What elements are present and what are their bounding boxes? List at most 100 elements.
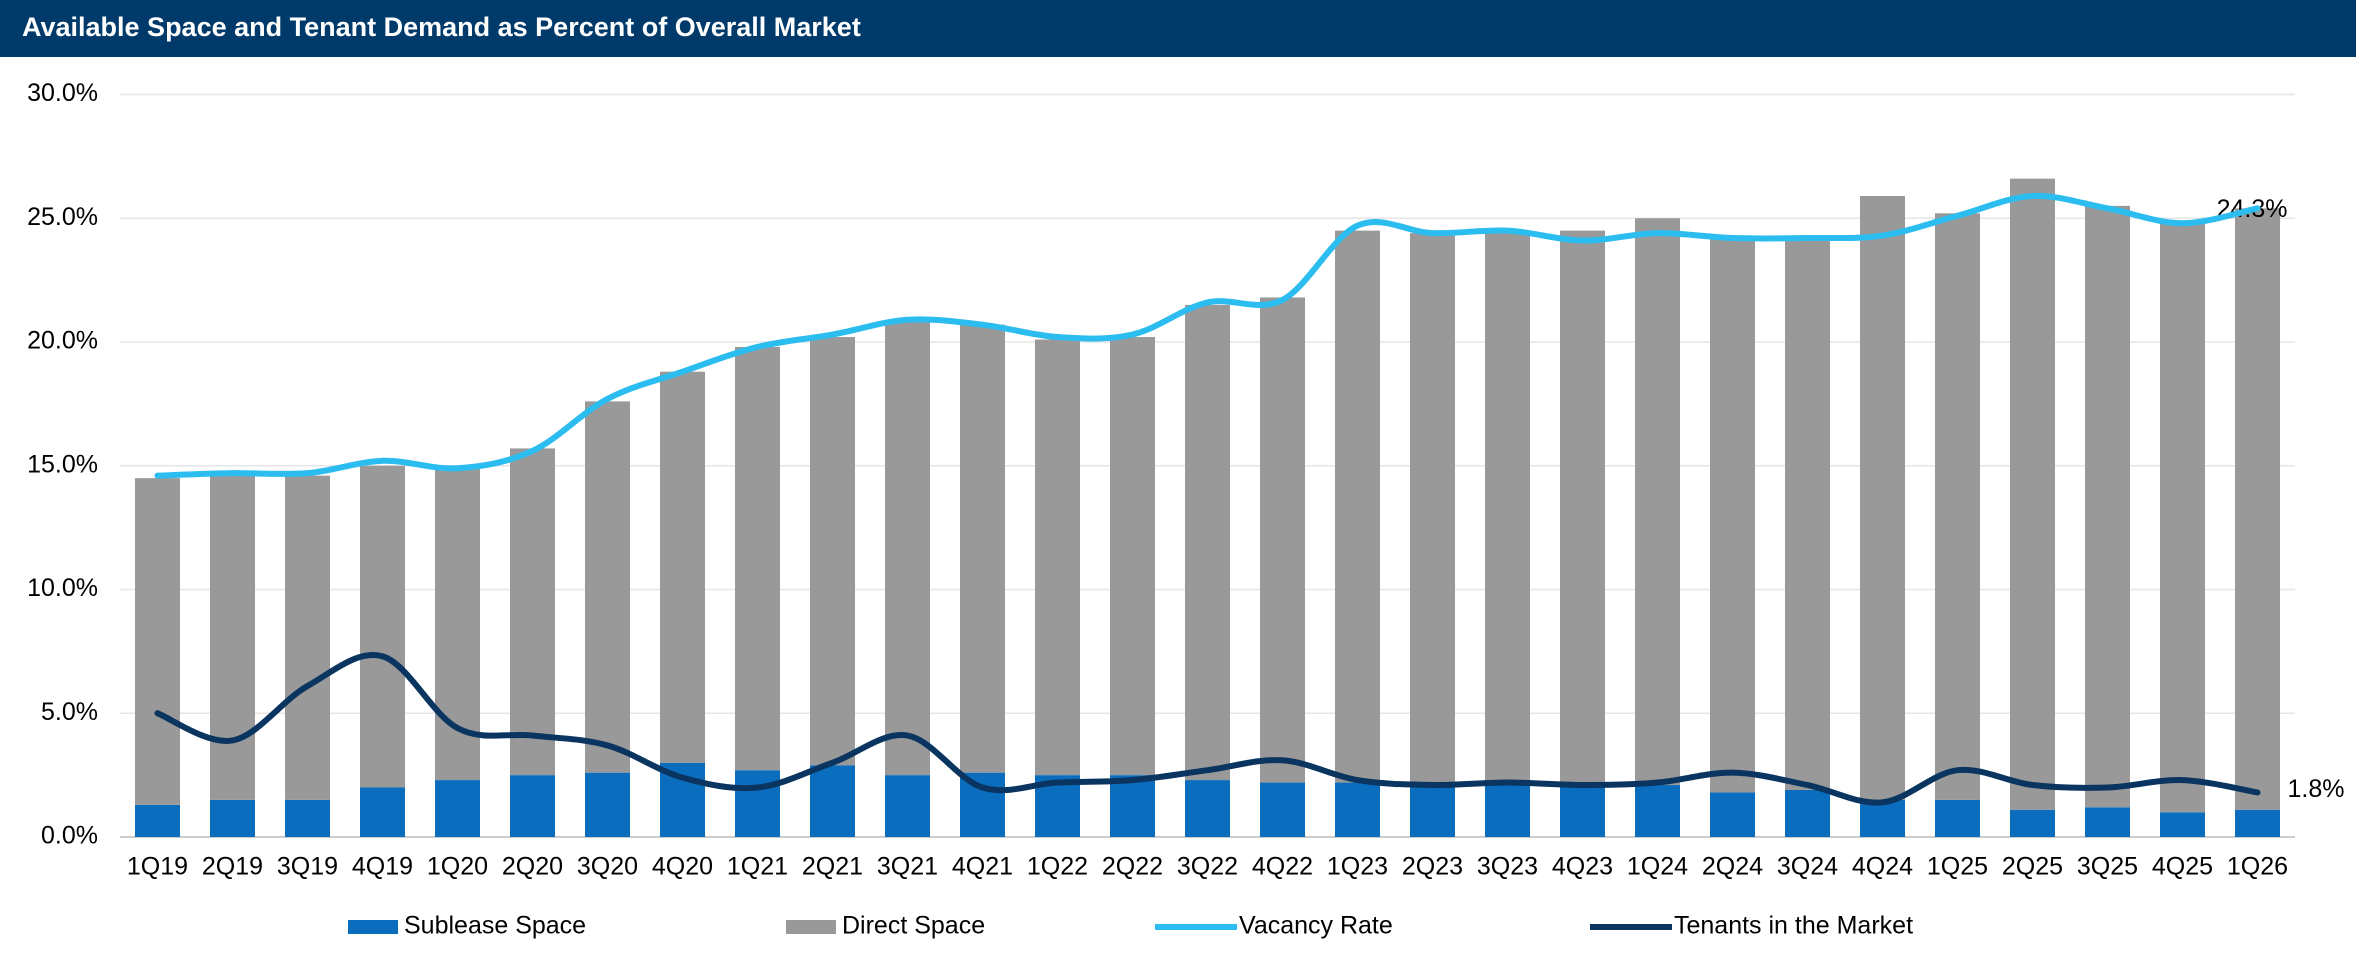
bar-segment (1635, 218, 1680, 786)
bar-segment (1110, 337, 1155, 776)
bar-segment (1935, 213, 1980, 800)
y-tick-label: 20.0% (27, 327, 98, 355)
legend-swatch (348, 920, 398, 934)
x-tick-label: 2Q20 (502, 853, 563, 881)
bar-segment (210, 799, 255, 837)
bar-segment (1935, 799, 1980, 837)
bar-segment (810, 337, 855, 766)
x-tick-label: 4Q21 (952, 853, 1013, 881)
x-tick-label: 3Q21 (877, 853, 938, 881)
bar-segment (2085, 205, 2130, 808)
bar-segment (1185, 780, 1230, 837)
bar-segment (1110, 775, 1155, 837)
bar-segment (735, 770, 780, 837)
bar-segment (1485, 230, 1530, 786)
bar-segment (2010, 809, 2055, 837)
y-tick-label: 10.0% (27, 574, 98, 602)
bar-segment (1560, 230, 1605, 786)
x-tick-label: 1Q26 (2227, 853, 2288, 881)
x-tick-label: 3Q19 (277, 853, 338, 881)
bar-segment (885, 322, 930, 776)
bar-segment (2085, 807, 2130, 837)
bar-segment (1260, 297, 1305, 783)
bar-segment (1335, 782, 1380, 837)
x-tick-label: 4Q19 (352, 853, 413, 881)
bar-segment (435, 780, 480, 837)
legend-label: Sublease Space (404, 912, 586, 940)
x-tick-label: 4Q20 (652, 853, 713, 881)
x-tick-label: 1Q22 (1027, 853, 1088, 881)
x-tick-label: 1Q19 (127, 853, 188, 881)
bar-segment (660, 371, 705, 763)
x-tick-label: 2Q19 (202, 853, 263, 881)
bar-segment (735, 346, 780, 771)
bar-segment (135, 478, 180, 805)
bar-segment (2160, 812, 2205, 837)
bar-segment (1785, 238, 1830, 790)
bar-segment (960, 324, 1005, 773)
x-tick-label: 2Q22 (1102, 853, 1163, 881)
title-bar (0, 0, 2356, 57)
bar-segment (1785, 789, 1830, 837)
x-tick-label: 1Q25 (1927, 853, 1988, 881)
y-tick-label: 0.0% (41, 822, 98, 850)
bar-segment (1185, 304, 1230, 781)
bar-segment (1410, 233, 1455, 786)
y-tick-label: 5.0% (41, 698, 98, 726)
bar-segment (1485, 785, 1530, 837)
line-series (154, 192, 2261, 479)
bar-segment (1410, 785, 1455, 837)
bar-segment (885, 775, 930, 837)
legend-label: Direct Space (842, 912, 985, 940)
bar-segment (1560, 785, 1605, 837)
line-series (154, 652, 2261, 806)
chart-title: Available Space and Tenant Demand as Per… (22, 12, 861, 42)
legend-label: Vacancy Rate (1239, 912, 1393, 940)
bar-segment (2235, 208, 2280, 810)
x-tick-label: 1Q20 (427, 853, 488, 881)
bar-segment (510, 448, 555, 776)
x-tick-label: 3Q20 (577, 853, 638, 881)
bar-segment (1335, 230, 1380, 783)
x-tick-label: 3Q24 (1777, 853, 1838, 881)
x-tick-label: 4Q24 (1852, 853, 1913, 881)
x-tick-label: 2Q25 (2002, 853, 2063, 881)
y-tick-label: 25.0% (27, 203, 98, 231)
bar-segment (1035, 339, 1080, 776)
data-label: 1.8% (2288, 775, 2345, 803)
bar-segment (210, 475, 255, 800)
x-tick-label: 1Q23 (1327, 853, 1388, 881)
y-tick-label: 30.0% (27, 79, 98, 107)
x-tick-label: 1Q21 (727, 853, 788, 881)
bar-segment (810, 765, 855, 837)
bar-segment (1635, 785, 1680, 837)
x-tick-label: 2Q23 (1402, 853, 1463, 881)
bar-segment (360, 465, 405, 788)
bar-segment (1710, 792, 1755, 837)
bar-segment (285, 475, 330, 800)
bar-segment (585, 772, 630, 837)
legend-label: Tenants in the Market (1674, 912, 1913, 940)
bar-segment (2235, 809, 2280, 837)
bar-segment (510, 775, 555, 837)
x-tick-label: 4Q25 (2152, 853, 2213, 881)
bar-segment (960, 772, 1005, 837)
legend-swatch (786, 920, 836, 934)
bar-segment (135, 804, 180, 837)
x-tick-label: 2Q24 (1702, 853, 1763, 881)
bar-segment (360, 787, 405, 837)
bar-segment (1260, 782, 1305, 837)
x-tick-label: 1Q24 (1627, 853, 1688, 881)
bar-segment (1860, 799, 1905, 837)
x-tick-label: 3Q22 (1177, 853, 1238, 881)
x-tick-label: 4Q22 (1252, 853, 1313, 881)
x-tick-label: 4Q23 (1552, 853, 1613, 881)
y-tick-label: 15.0% (27, 450, 98, 478)
bar-segment (585, 401, 630, 773)
bar-segment (2160, 223, 2205, 813)
bar-segment (2010, 178, 2055, 810)
x-tick-label: 3Q25 (2077, 853, 2138, 881)
bar-segment (1860, 195, 1905, 800)
bar-segment (285, 799, 330, 837)
